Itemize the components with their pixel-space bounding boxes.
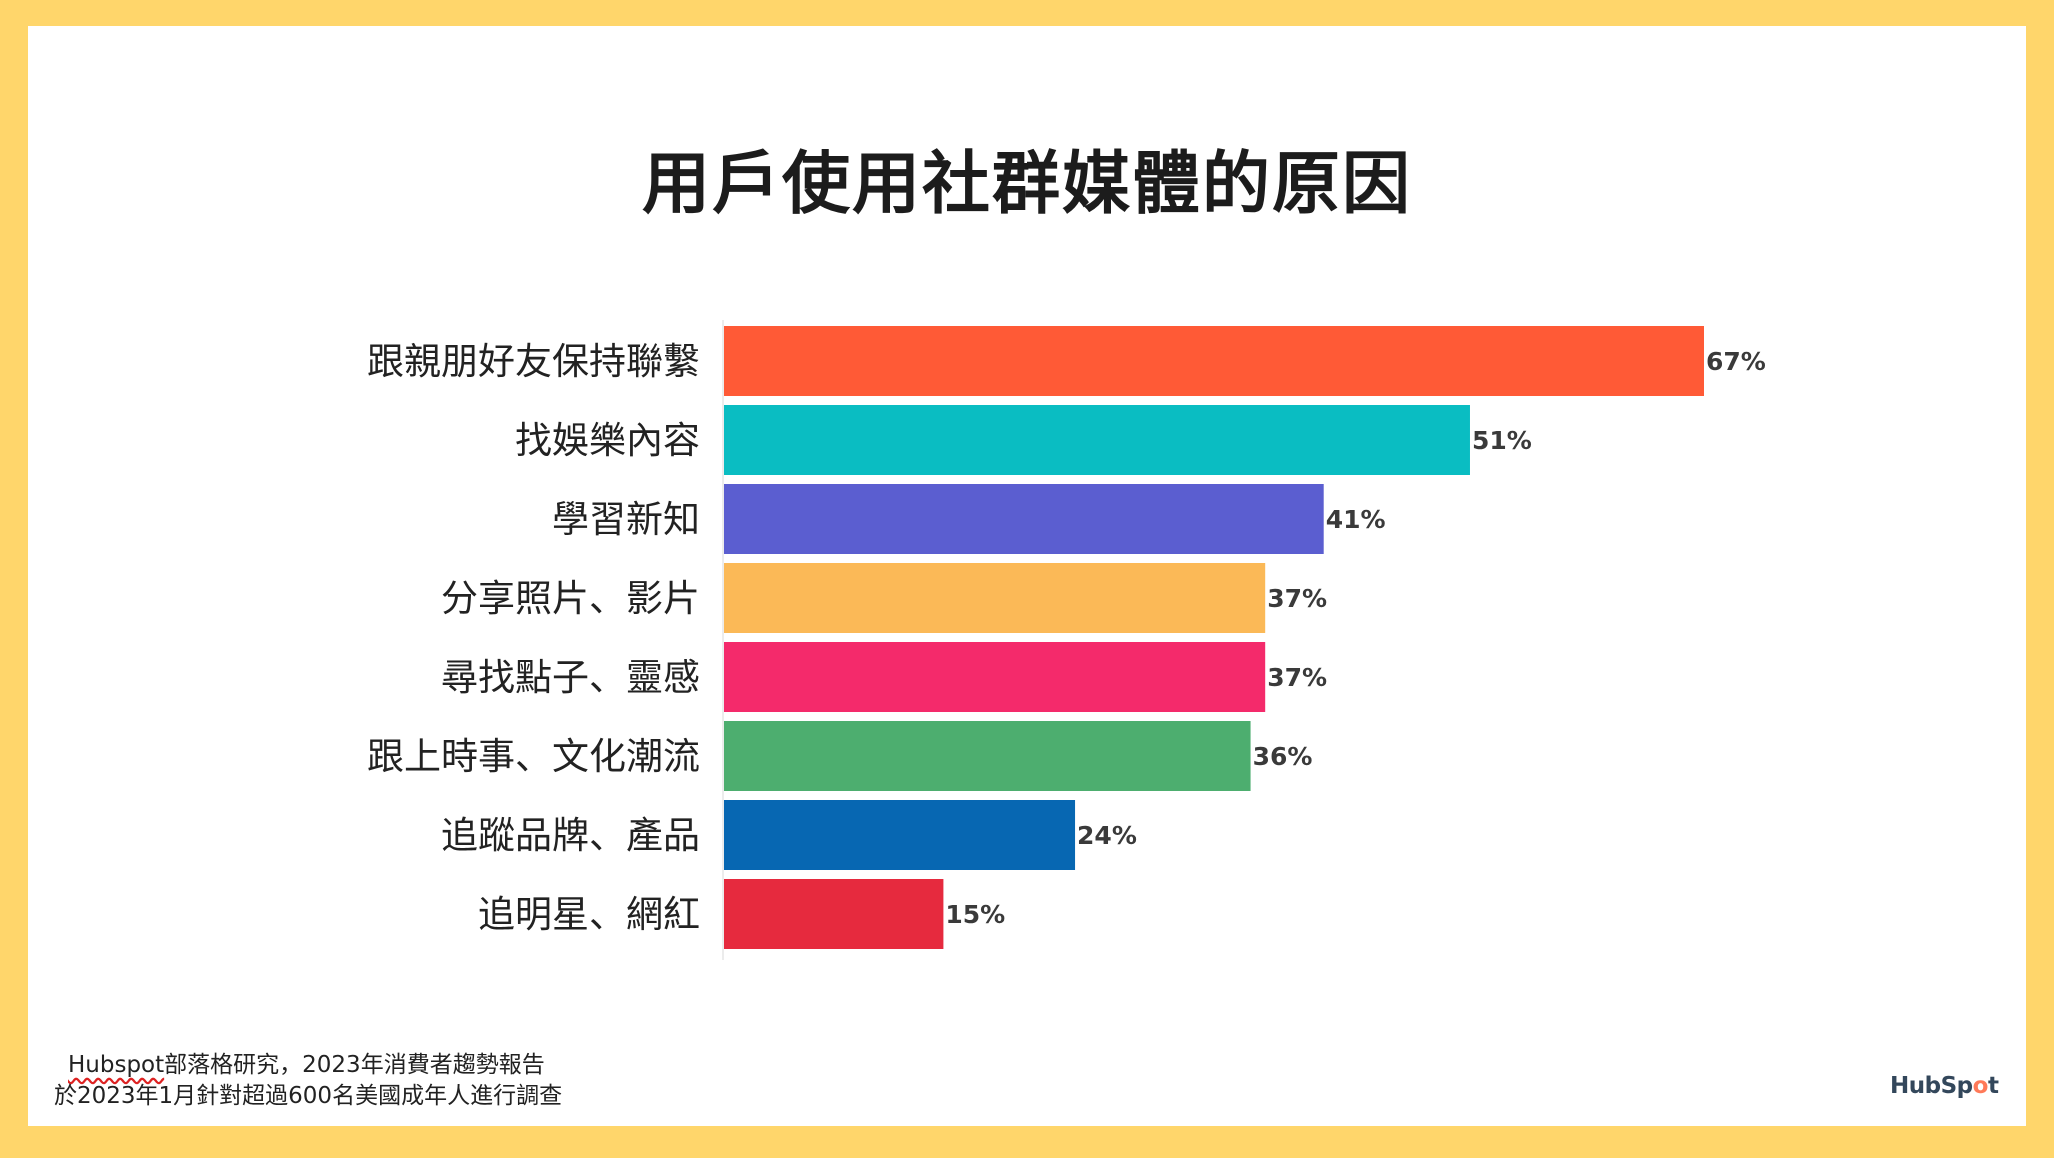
bar-7 (724, 800, 1076, 870)
value-label-1: 67% (1706, 347, 1766, 376)
bar-5 (724, 642, 1266, 712)
source-line-2: 於2023年1月針對超過600名美國成年人進行調查 (54, 1083, 563, 1109)
chart-title: 用戶使用社群媒體的原因 (641, 145, 1412, 224)
source-line-1: Hubspot部落格研究，2023年消費者趨勢報告 (54, 1050, 562, 1081)
source-brand: Hubspot (68, 1052, 165, 1078)
value-label-4: 37% (1267, 584, 1327, 613)
bar-1 (724, 326, 1704, 396)
category-label-7: 追蹤品牌、產品 (441, 814, 700, 857)
source-line-1-text: 部落格研究，2023年消費者趨勢報告 (164, 1052, 545, 1078)
hubspot-logo: HubSpot (1890, 1073, 1999, 1099)
bar-3 (724, 484, 1324, 554)
category-label-5: 尋找點子、靈感 (441, 656, 700, 699)
bar-8 (724, 879, 944, 949)
bar-6 (724, 721, 1251, 791)
category-label-2: 找娛樂內容 (515, 419, 700, 462)
value-label-5: 37% (1267, 663, 1327, 692)
source-note: Hubspot部落格研究，2023年消費者趨勢報告 於2023年1月針對超過60… (54, 1050, 562, 1112)
category-label-6: 跟上時事、文化潮流 (367, 735, 700, 778)
bar-2 (724, 405, 1470, 475)
value-label-3: 41% (1326, 505, 1386, 534)
category-label-8: 追明星、網紅 (478, 893, 700, 936)
category-label-1: 跟親朋好友保持聯繫 (367, 340, 700, 383)
category-label-3: 學習新知 (552, 498, 700, 541)
value-label-6: 36% (1253, 742, 1313, 771)
value-label-2: 51% (1472, 426, 1532, 455)
value-label-7: 24% (1077, 821, 1137, 850)
category-label-4: 分享照片、影片 (441, 577, 700, 620)
value-label-8: 15% (945, 900, 1005, 929)
bar-4 (724, 563, 1266, 633)
